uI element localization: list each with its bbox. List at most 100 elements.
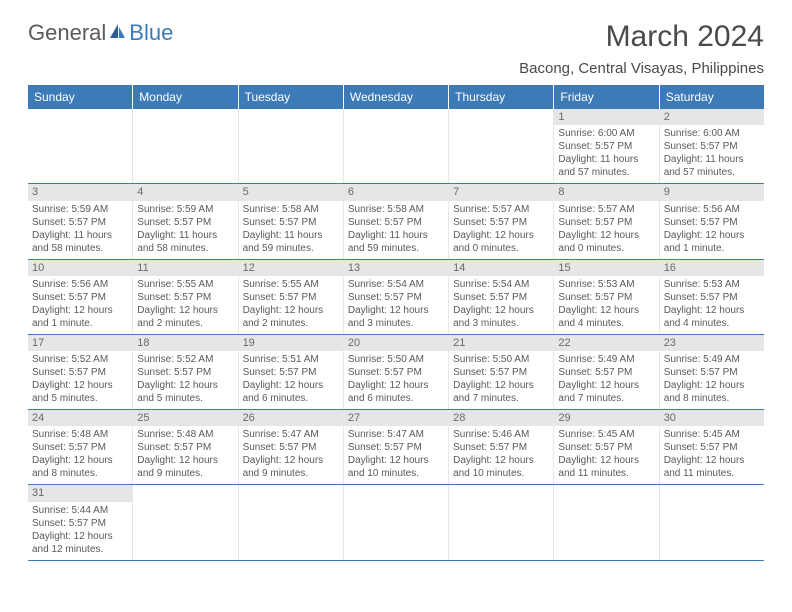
- empty-cell: [344, 109, 449, 183]
- sunrise-text: Sunrise: 5:56 AM: [32, 278, 128, 291]
- sunset-text: Sunset: 5:57 PM: [243, 291, 339, 304]
- day-cell: 16 Sunrise: 5:53 AMSunset: 5:57 PMDayligh…: [660, 260, 764, 334]
- week-row: 24Sunrise: 5:48 AMSunset: 5:57 PMDayligh…: [28, 410, 764, 485]
- day-number: 11: [133, 260, 237, 276]
- daylight-text: and 3 minutes.: [348, 317, 444, 330]
- day-number: 28: [449, 410, 553, 426]
- daylight-text: Daylight: 12 hours: [453, 304, 549, 317]
- sunrise-text: Sunrise: 5:51 AM: [243, 353, 339, 366]
- daylight-text: and 1 minute.: [664, 242, 760, 255]
- sunset-text: Sunset: 5:57 PM: [348, 441, 444, 454]
- sunset-text: Sunset: 5:57 PM: [664, 291, 760, 304]
- empty-cell: [133, 109, 238, 183]
- sunrise-text: Sunrise: 5:54 AM: [453, 278, 549, 291]
- daylight-text: Daylight: 12 hours: [348, 304, 444, 317]
- sunset-text: Sunset: 5:57 PM: [453, 366, 549, 379]
- sunrise-text: Sunrise: 5:53 AM: [558, 278, 654, 291]
- sunset-text: Sunset: 5:57 PM: [558, 140, 654, 153]
- daylight-text: Daylight: 12 hours: [137, 304, 233, 317]
- sunrise-text: Sunrise: 5:47 AM: [243, 428, 339, 441]
- day-cell: 8Sunrise: 5:57 AMSunset: 5:57 PMDaylight…: [554, 184, 659, 258]
- sunset-text: Sunset: 5:57 PM: [453, 291, 549, 304]
- day-cell: 22Sunrise: 5:49 AMSunset: 5:57 PMDayligh…: [554, 335, 659, 409]
- daylight-text: Daylight: 12 hours: [453, 379, 549, 392]
- daylight-text: and 59 minutes.: [243, 242, 339, 255]
- day-number: 5: [239, 184, 343, 200]
- empty-cell: [239, 109, 344, 183]
- logo-sail-icon: [106, 20, 129, 46]
- sunrise-text: Sunrise: 5:53 AM: [664, 278, 760, 291]
- daylight-text: Daylight: 12 hours: [664, 454, 760, 467]
- empty-cell: [660, 485, 764, 559]
- empty-cell: [133, 485, 238, 559]
- daylight-text: and 10 minutes.: [453, 467, 549, 480]
- sunset-text: Sunset: 5:57 PM: [664, 366, 760, 379]
- day-number: 4: [133, 184, 237, 200]
- day-cell: 23 Sunrise: 5:49 AMSunset: 5:57 PMDayligh…: [660, 335, 764, 409]
- daylight-text: Daylight: 12 hours: [453, 229, 549, 242]
- day-number: 17: [28, 335, 132, 351]
- daylight-text: Daylight: 12 hours: [664, 379, 760, 392]
- sunset-text: Sunset: 5:57 PM: [32, 441, 128, 454]
- week-row: 31 Sunrise: 5:44 AMSunset: 5:57 PMDayligh…: [28, 485, 764, 560]
- sunset-text: Sunset: 5:57 PM: [243, 216, 339, 229]
- sunrise-text: Sunrise: 5:48 AM: [137, 428, 233, 441]
- sunrise-text: Sunrise: 5:52 AM: [32, 353, 128, 366]
- day-number: 16: [660, 260, 764, 276]
- day-cell: 5Sunrise: 5:58 AMSunset: 5:57 PMDaylight…: [239, 184, 344, 258]
- sunset-text: Sunset: 5:57 PM: [453, 441, 549, 454]
- day-header-cell: Tuesday: [239, 85, 344, 109]
- day-number: 10: [28, 260, 132, 276]
- day-cell: 17Sunrise: 5:52 AMSunset: 5:57 PMDayligh…: [28, 335, 133, 409]
- day-header-cell: Monday: [133, 85, 238, 109]
- sunset-text: Sunset: 5:57 PM: [243, 366, 339, 379]
- daylight-text: and 6 minutes.: [243, 392, 339, 405]
- daylight-text: Daylight: 12 hours: [664, 304, 760, 317]
- sunset-text: Sunset: 5:57 PM: [32, 517, 128, 530]
- sunrise-text: Sunrise: 5:45 AM: [664, 428, 760, 441]
- daylight-text: Daylight: 12 hours: [137, 379, 233, 392]
- header: General Blue March 2024 Bacong, Central …: [28, 20, 764, 77]
- sunrise-text: Sunrise: 6:00 AM: [664, 127, 760, 140]
- daylight-text: and 11 minutes.: [664, 467, 760, 480]
- sunset-text: Sunset: 5:57 PM: [664, 441, 760, 454]
- sunrise-text: Sunrise: 5:47 AM: [348, 428, 444, 441]
- day-cell: 21Sunrise: 5:50 AMSunset: 5:57 PMDayligh…: [449, 335, 554, 409]
- week-row: 1Sunrise: 6:00 AMSunset: 5:57 PMDaylight…: [28, 109, 764, 184]
- day-cell: 4Sunrise: 5:59 AMSunset: 5:57 PMDaylight…: [133, 184, 238, 258]
- logo-text-1: General: [28, 20, 106, 46]
- day-number: 31: [28, 485, 132, 501]
- daylight-text: and 7 minutes.: [558, 392, 654, 405]
- day-number: 23: [660, 335, 764, 351]
- day-number: 6: [344, 184, 448, 200]
- empty-cell: [344, 485, 449, 559]
- day-cell: 6Sunrise: 5:58 AMSunset: 5:57 PMDaylight…: [344, 184, 449, 258]
- daylight-text: Daylight: 11 hours: [664, 153, 760, 166]
- daylight-text: Daylight: 12 hours: [243, 304, 339, 317]
- daylight-text: and 5 minutes.: [32, 392, 128, 405]
- daylight-text: Daylight: 12 hours: [243, 454, 339, 467]
- day-cell: 29Sunrise: 5:45 AMSunset: 5:57 PMDayligh…: [554, 410, 659, 484]
- daylight-text: and 11 minutes.: [558, 467, 654, 480]
- day-cell: 20Sunrise: 5:50 AMSunset: 5:57 PMDayligh…: [344, 335, 449, 409]
- daylight-text: Daylight: 12 hours: [558, 379, 654, 392]
- daylight-text: Daylight: 12 hours: [32, 530, 128, 543]
- sunset-text: Sunset: 5:57 PM: [32, 216, 128, 229]
- daylight-text: and 2 minutes.: [243, 317, 339, 330]
- day-header-cell: Thursday: [449, 85, 554, 109]
- sunset-text: Sunset: 5:57 PM: [137, 216, 233, 229]
- sunrise-text: Sunrise: 5:48 AM: [32, 428, 128, 441]
- sunrise-text: Sunrise: 5:59 AM: [32, 203, 128, 216]
- day-cell: 19Sunrise: 5:51 AMSunset: 5:57 PMDayligh…: [239, 335, 344, 409]
- day-cell: 11Sunrise: 5:55 AMSunset: 5:57 PMDayligh…: [133, 260, 238, 334]
- day-number: 22: [554, 335, 658, 351]
- daylight-text: Daylight: 12 hours: [32, 379, 128, 392]
- daylight-text: and 57 minutes.: [664, 166, 760, 179]
- calendar-page: General Blue March 2024 Bacong, Central …: [0, 0, 792, 581]
- location: Bacong, Central Visayas, Philippines: [519, 60, 764, 77]
- day-cell: 26Sunrise: 5:47 AMSunset: 5:57 PMDayligh…: [239, 410, 344, 484]
- sunrise-text: Sunrise: 5:58 AM: [243, 203, 339, 216]
- sunrise-text: Sunrise: 5:49 AM: [664, 353, 760, 366]
- sunrise-text: Sunrise: 5:44 AM: [32, 504, 128, 517]
- daylight-text: and 9 minutes.: [137, 467, 233, 480]
